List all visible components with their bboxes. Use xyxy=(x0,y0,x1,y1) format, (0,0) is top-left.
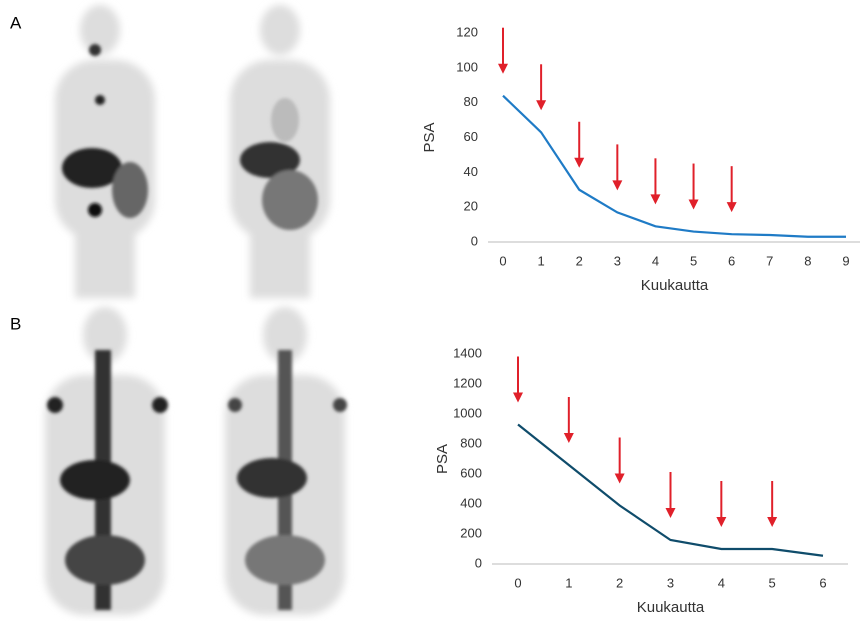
panel-label: A xyxy=(10,13,22,32)
arrow xyxy=(612,144,623,191)
y-tick-label: 1400 xyxy=(453,345,482,360)
y-axis-title: PSA xyxy=(434,444,451,474)
x-tick-label: 6 xyxy=(819,575,826,590)
arrow xyxy=(726,166,737,213)
x-tick-label: 4 xyxy=(718,575,725,590)
arrow xyxy=(614,437,625,484)
arrow xyxy=(767,481,778,527)
y-tick-label: 800 xyxy=(460,435,482,450)
x-tick-label: 1 xyxy=(537,253,544,268)
x-tick-label: 2 xyxy=(576,253,583,268)
y-tick-label: 600 xyxy=(460,465,482,480)
arrow xyxy=(665,472,676,518)
arrow xyxy=(498,27,508,74)
y-tick-label: 60 xyxy=(464,129,478,144)
x-tick-label: 3 xyxy=(614,253,621,268)
y-axis-title: PSA xyxy=(421,122,438,152)
x-tick-label: 2 xyxy=(616,575,623,590)
y-tick-label: 40 xyxy=(464,164,478,179)
x-tick-label: 0 xyxy=(499,253,506,268)
x-tick-label: 5 xyxy=(769,575,776,590)
x-tick-label: 6 xyxy=(728,253,735,268)
x-tick-label: 7 xyxy=(766,253,773,268)
pet-scan xyxy=(40,5,390,619)
panel-label: B xyxy=(10,314,21,333)
arrow xyxy=(574,121,585,168)
x-tick-label: 5 xyxy=(690,253,697,268)
y-tick-label: 1000 xyxy=(453,405,482,420)
y-tick-label: 1200 xyxy=(453,375,482,390)
x-tick-label: 4 xyxy=(652,253,659,268)
y-tick-label: 0 xyxy=(475,555,482,570)
x-tick-label: 8 xyxy=(804,253,811,268)
y-tick-label: 120 xyxy=(456,24,478,39)
x-tick-label: 3 xyxy=(667,575,674,590)
arrow xyxy=(688,163,699,210)
y-tick-label: 80 xyxy=(464,94,478,109)
arrow xyxy=(716,481,727,527)
y-tick-label: 100 xyxy=(456,59,478,74)
line-series xyxy=(502,94,846,238)
x-tick-label: 1 xyxy=(565,575,572,590)
y-tick-label: 20 xyxy=(464,199,478,214)
arrow xyxy=(536,64,547,111)
x-axis-title: Kuukautta xyxy=(641,277,709,294)
x-tick-label: 9 xyxy=(842,253,849,268)
line-series xyxy=(517,423,824,557)
y-tick-label: 200 xyxy=(460,525,482,540)
y-tick-label: 0 xyxy=(471,233,478,248)
x-axis-title: Kuukautta xyxy=(637,599,705,616)
arrow xyxy=(563,397,574,443)
y-tick-label: 400 xyxy=(460,495,482,510)
x-tick-label: 0 xyxy=(514,575,521,590)
arrow xyxy=(513,356,523,403)
arrow xyxy=(650,158,661,205)
